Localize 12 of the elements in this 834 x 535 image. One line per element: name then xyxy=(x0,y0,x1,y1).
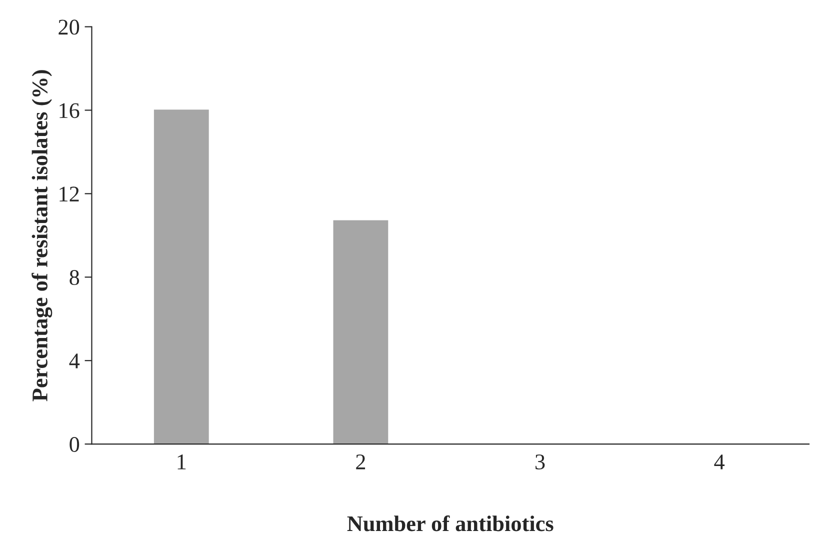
y-tick-label: 16 xyxy=(60,103,80,118)
y-axis-title: Percentage of resistant isolates (%) xyxy=(32,70,52,402)
y-tick-label: 12 xyxy=(60,186,79,202)
x-tick-label: 1 xyxy=(178,454,186,470)
y-tick-label: 0 xyxy=(70,436,80,452)
x-tick-label: 3 xyxy=(536,454,545,470)
x-tick-label: 2 xyxy=(356,454,366,470)
y-tick-label: 20 xyxy=(58,20,80,35)
x-axis-title: Number of antibiotics xyxy=(347,515,554,532)
y-tick-label: 4 xyxy=(69,354,80,368)
x-tick-label: 4 xyxy=(714,454,725,470)
y-tick-label: 8 xyxy=(70,270,80,286)
